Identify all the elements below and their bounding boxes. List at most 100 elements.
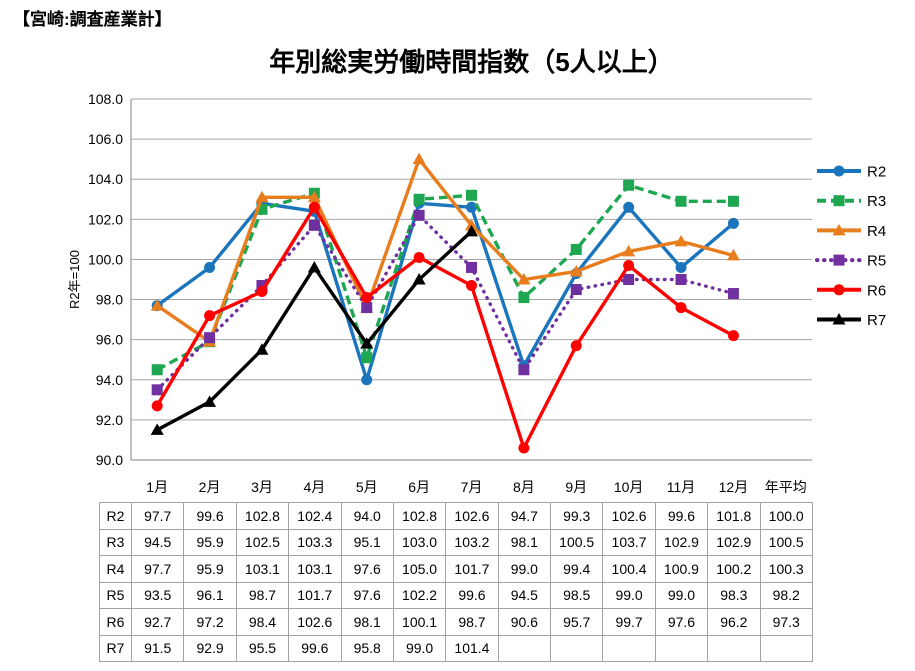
y-tick-label: 96.0 <box>96 332 123 348</box>
y-tick-label: 104.0 <box>88 171 123 187</box>
data-marker-R3 <box>361 352 373 364</box>
data-marker-R4 <box>255 190 269 203</box>
data-marker-R5 <box>675 274 687 285</box>
table-cell: 98.7 <box>235 581 290 609</box>
data-marker-R5 <box>833 254 845 266</box>
data-marker-R7 <box>360 337 374 349</box>
table-cell: 97.6 <box>340 555 394 583</box>
y-tick-label: 94.0 <box>96 372 123 388</box>
y-tick-label: 98.0 <box>96 292 123 308</box>
table-row-R6: R6 92.7 97.2 98.4 102.6 98.1 100.1 98.7 90.6 95.7… <box>99 608 813 636</box>
table-cell: 98.1 <box>497 528 552 556</box>
data-marker-R2 <box>466 201 477 213</box>
table-cell: 102.6 <box>602 502 656 530</box>
chart-data-table: R2 97.7 99.6 102.8 102.4 94.0 102.8 102.6 94.7 99… <box>99 502 813 662</box>
data-marker-R6 <box>727 330 739 342</box>
data-marker-R3 <box>570 243 582 255</box>
data-marker-R6 <box>518 442 530 454</box>
row-header-R3: R3 <box>99 528 132 556</box>
data-marker-R5 <box>308 219 320 231</box>
table-cell: 100.5 <box>759 528 813 556</box>
row-header-R5: R5 <box>99 581 132 609</box>
series-line-R5 <box>155 212 736 392</box>
table-cell: 95.5 <box>235 634 290 662</box>
table-cell: 100.0 <box>759 502 813 530</box>
legend-label-R7: R7 <box>867 312 886 329</box>
data-marker-R3 <box>675 195 687 207</box>
data-marker-R7 <box>412 273 426 285</box>
line-chart: 90.0 92.0 94.0 96.0 98.0 100.0 102.0 104.0 106.0… <box>67 91 886 495</box>
data-marker-R4 <box>412 152 426 165</box>
table-cell: 94.5 <box>130 528 185 556</box>
data-marker-R2 <box>833 165 845 177</box>
table-cell: 92.9 <box>183 634 237 662</box>
data-marker-R5 <box>361 302 373 314</box>
table-cell: 99.0 <box>654 581 709 609</box>
table-cell: 91.5 <box>130 634 185 662</box>
table-cell: 97.7 <box>130 502 185 530</box>
x-tick-label: 2月 <box>199 479 221 495</box>
row-header-R7: R7 <box>99 634 132 662</box>
table-cell: 102.2 <box>392 581 447 609</box>
x-tick-label: 年平均 <box>765 479 807 495</box>
data-marker-R6 <box>361 292 373 304</box>
series-line-R2 <box>156 201 735 386</box>
table-cell: 99.0 <box>497 555 552 583</box>
data-marker-R3 <box>833 195 845 207</box>
table-cell: 102.8 <box>235 502 290 530</box>
table-cell: 99.3 <box>549 502 604 530</box>
x-tick-label: 7月 <box>461 479 483 495</box>
data-marker-R7 <box>832 313 846 325</box>
table-cell <box>602 634 656 662</box>
table-cell: 98.7 <box>445 608 499 636</box>
data-marker-R4 <box>832 223 846 236</box>
data-marker-R5 <box>151 384 163 396</box>
legend-label-R2: R2 <box>867 164 886 181</box>
series-line-R4 <box>156 155 734 345</box>
data-marker-R3 <box>623 179 635 191</box>
data-marker-R3 <box>151 364 163 376</box>
table-row-R2: R2 97.7 99.6 102.8 102.4 94.0 102.8 102.6 94.7 99… <box>99 502 813 530</box>
table-cell: 102.9 <box>707 528 761 556</box>
data-marker-R6 <box>204 310 216 322</box>
table-cell: 102.8 <box>392 502 447 530</box>
x-tick-label: 11月 <box>667 479 696 495</box>
data-marker-R5 <box>518 364 530 376</box>
table-cell: 97.2 <box>183 608 237 636</box>
table-cell: 92.7 <box>130 608 185 636</box>
table-row-R5: R5 93.5 96.1 98.7 101.7 97.6 102.2 99.6 94.5 98.5… <box>99 581 813 609</box>
table-cell: 98.3 <box>707 581 761 609</box>
y-tick-label: 92.0 <box>96 412 123 428</box>
data-marker-R4 <box>150 299 164 311</box>
table-cell: 103.1 <box>288 555 342 583</box>
table-cell: 99.6 <box>183 502 237 530</box>
table-cell: 95.7 <box>549 608 604 636</box>
table-cell: 95.8 <box>340 634 394 662</box>
table-cell: 94.0 <box>340 502 394 530</box>
x-tick-label: 12月 <box>719 479 749 495</box>
data-marker-R2 <box>623 201 635 213</box>
data-marker-R3 <box>256 203 268 215</box>
table-cell: 100.5 <box>549 528 604 556</box>
data-marker-R6 <box>413 251 425 263</box>
data-marker-R2 <box>361 374 373 386</box>
data-marker-R5 <box>623 274 635 285</box>
y-tick-label: 106.0 <box>88 131 123 147</box>
table-cell: 93.5 <box>130 581 185 609</box>
table-cell: 99.6 <box>288 634 342 662</box>
y-tick-label: 90.0 <box>96 452 123 468</box>
table-cell: 102.4 <box>288 502 342 530</box>
table-cell: 102.5 <box>235 528 290 556</box>
y-axis-title: R2年=100 <box>67 250 82 309</box>
data-marker-R3 <box>413 193 425 205</box>
data-marker-R6 <box>623 259 635 271</box>
table-cell: 100.3 <box>759 555 813 583</box>
series-line-R3 <box>156 183 734 372</box>
table-cell: 99.6 <box>445 581 499 609</box>
table-cell: 98.4 <box>235 608 290 636</box>
data-marker-R7 <box>150 423 164 435</box>
table-row-R3: R3 94.5 95.9 102.5 103.3 95.1 103.0 103.2 98.1 10… <box>99 528 813 556</box>
legend-label-R4: R4 <box>867 223 886 240</box>
x-tick-label: 8月 <box>513 479 535 495</box>
